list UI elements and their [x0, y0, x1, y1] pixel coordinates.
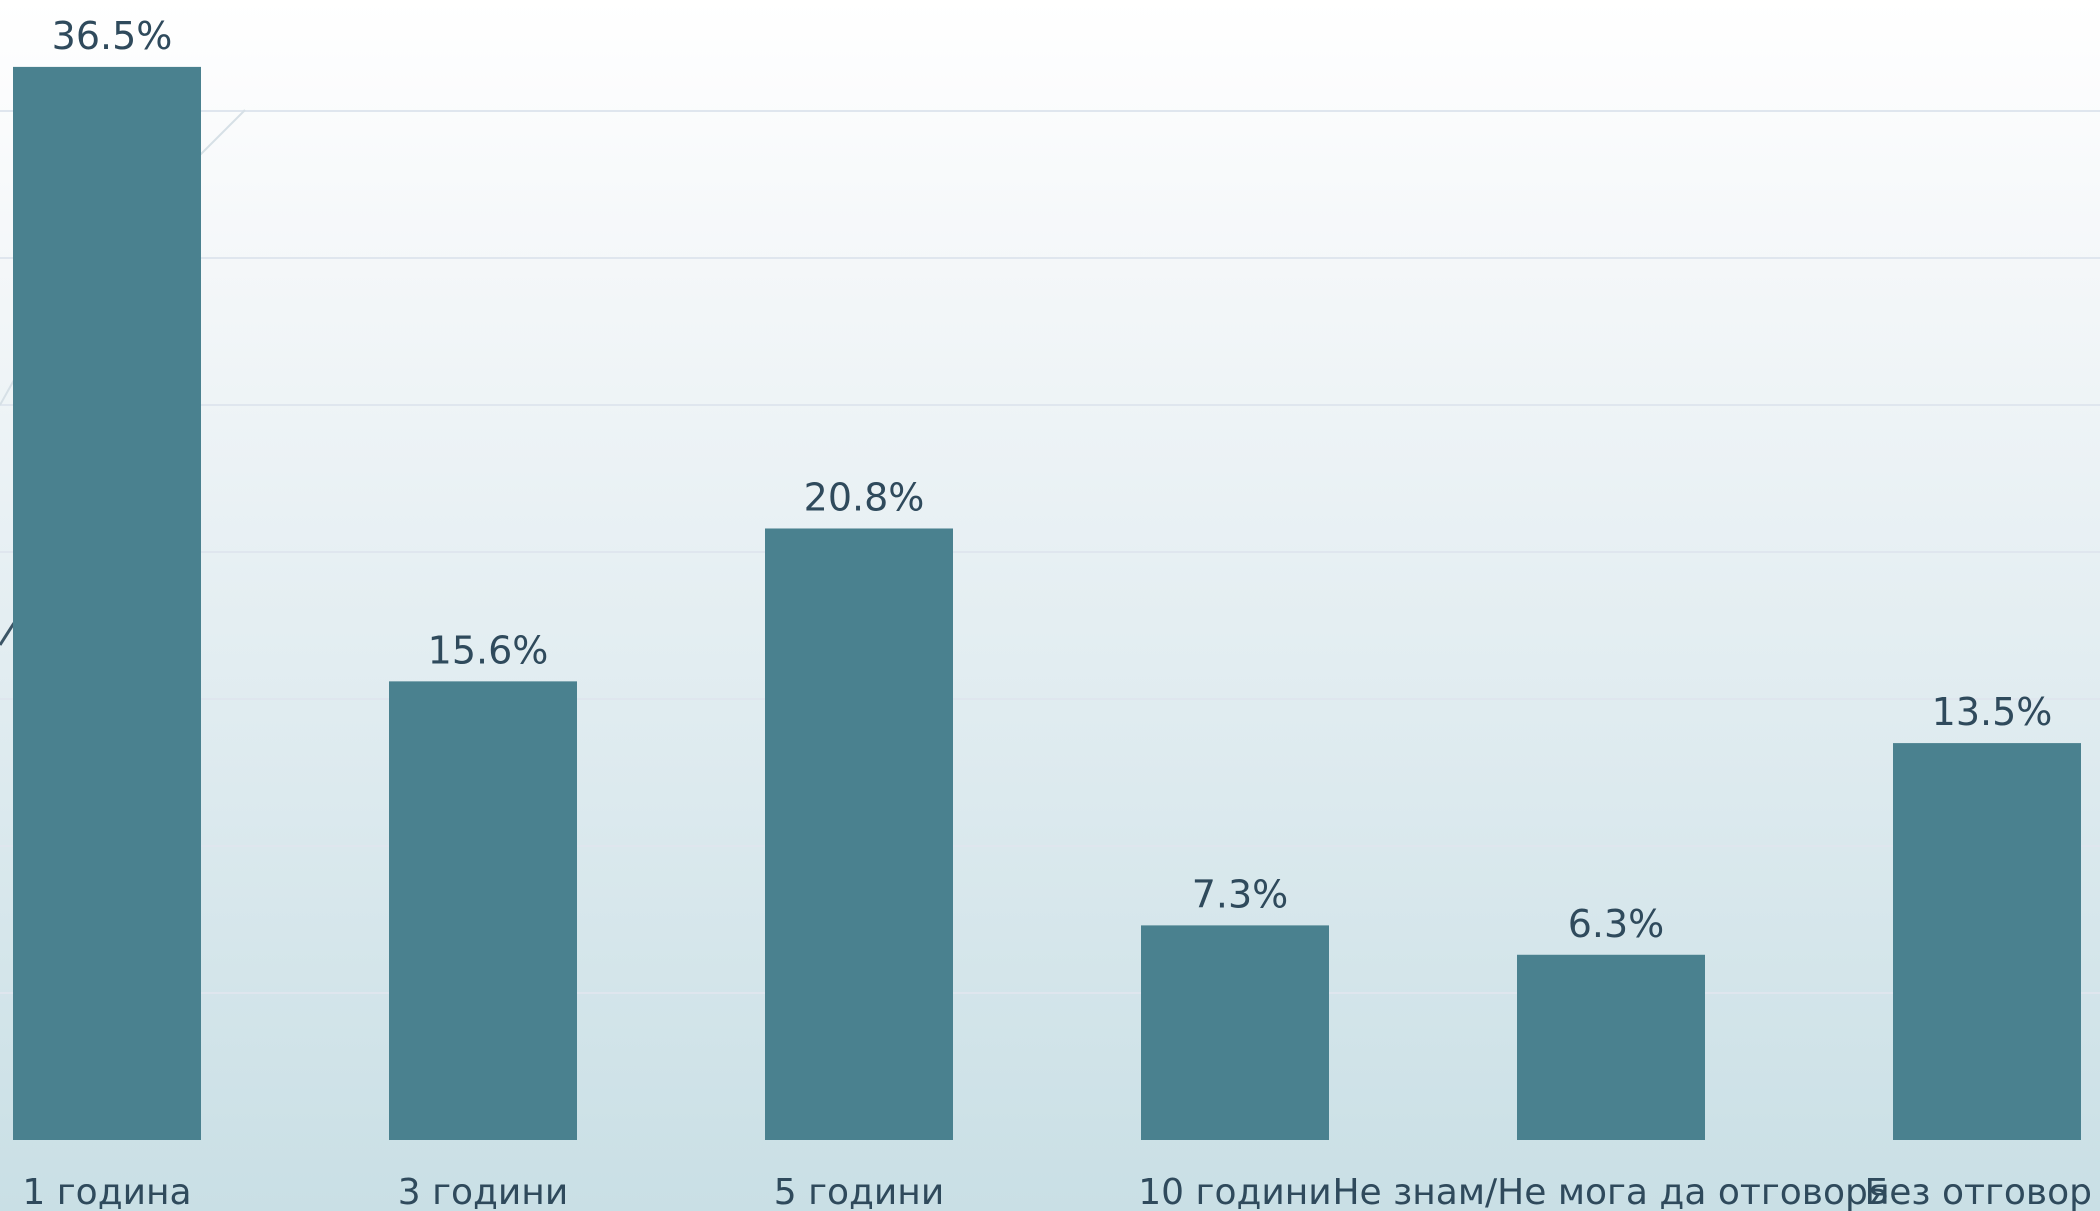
bar-value-label: 7.3% [1192, 872, 1289, 916]
bar-value-label: 13.5% [1932, 690, 2053, 734]
background-decoration [0, 109, 246, 646]
bar-value-label: 20.8% [804, 475, 925, 519]
x-tick-label: Без отговор [1865, 1172, 2092, 1211]
bar [765, 528, 953, 1140]
bars [13, 66, 2081, 1140]
bar-value-label: 36.5% [52, 14, 173, 58]
bar [1517, 954, 1705, 1140]
gridlines [0, 110, 2100, 994]
decoration-line-dark [0, 622, 16, 646]
bar [1141, 925, 1329, 1140]
decoration-line-light [199, 109, 246, 156]
decoration-line-light [0, 379, 15, 406]
x-axis-tick-labels: 1 година 3 години 5 години 10 години Не знам… [22, 1172, 2092, 1211]
bar-value-label: 15.6% [428, 628, 549, 672]
bar [1893, 743, 2081, 1140]
bar [13, 66, 201, 1140]
value-labels: 36.5% 15.6% 20.8% 7.3% 6.3% 13.5% [52, 14, 2053, 946]
x-tick-label: 10 години [1138, 1172, 1331, 1211]
x-tick-label: 5 години [774, 1172, 945, 1211]
x-tick-label: 3 години [398, 1172, 569, 1211]
bar-value-label: 6.3% [1568, 902, 1665, 946]
x-tick-label: Не знам/Не мога да отговоря [1332, 1172, 1889, 1211]
x-tick-label: 1 година [22, 1172, 191, 1211]
bar [389, 681, 577, 1140]
